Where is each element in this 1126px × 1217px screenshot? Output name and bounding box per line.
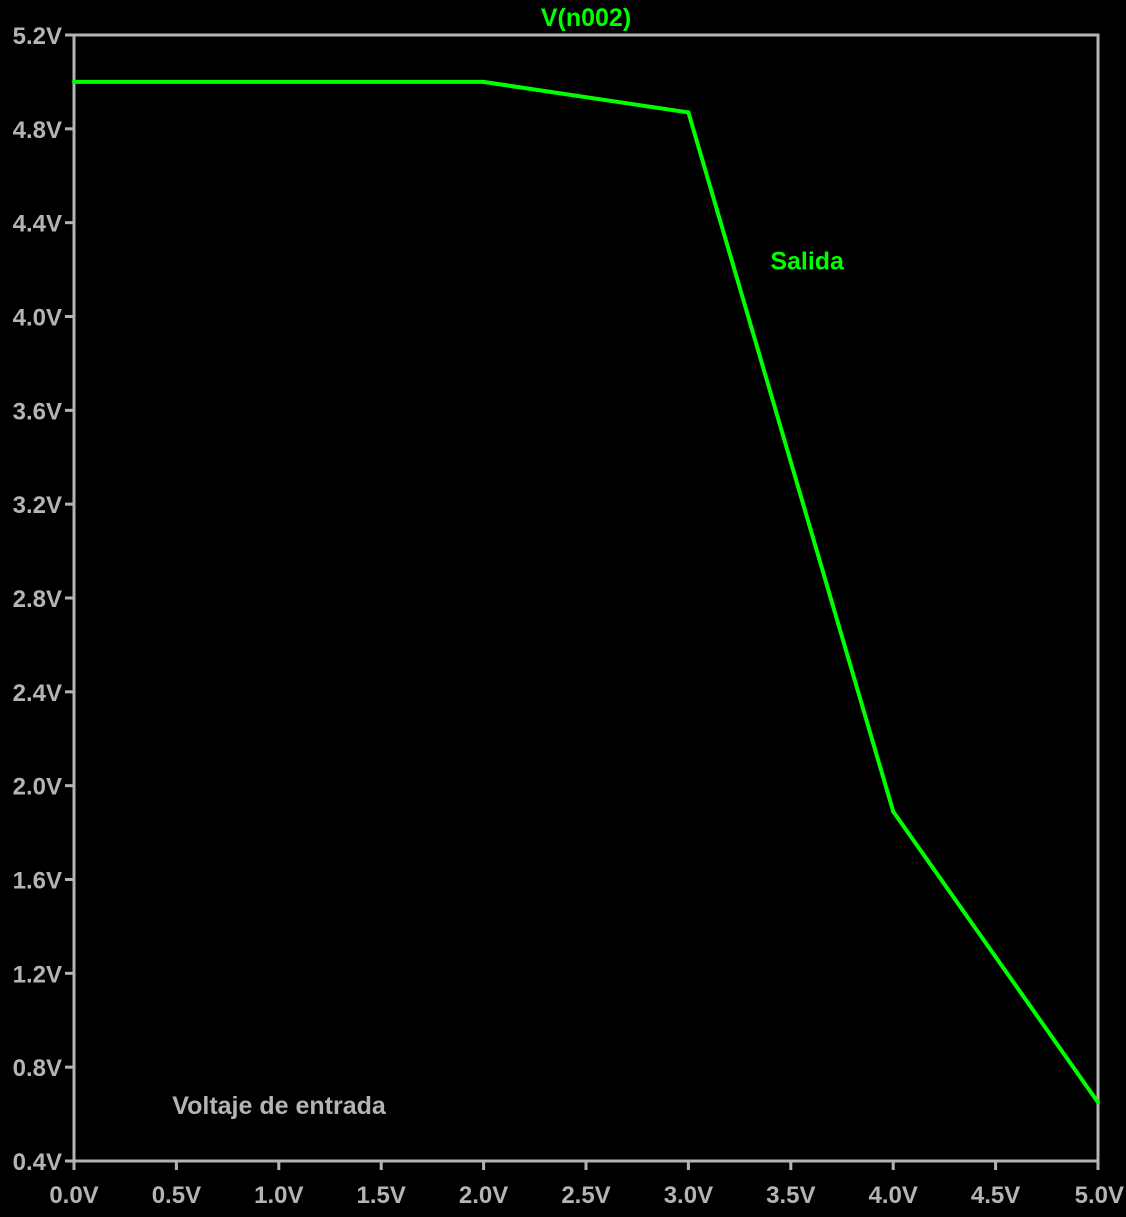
trace-label: Salida xyxy=(770,248,845,276)
traces xyxy=(72,79,1100,1105)
annotations: Salida Voltaje de entrada xyxy=(172,248,845,1121)
x-tick-label: 3.0V xyxy=(664,1182,713,1209)
x-tick-label: 2.0V xyxy=(459,1182,508,1209)
y-tick-label: 3.2V xyxy=(13,492,62,519)
x-tick-label: 1.0V xyxy=(254,1182,303,1209)
y-tick-label: 4.0V xyxy=(13,305,62,332)
y-tick-label: 4.4V xyxy=(13,211,62,238)
y-tick-label: 2.0V xyxy=(13,774,62,801)
x-tick-label: 4.0V xyxy=(869,1182,918,1209)
y-tick-label: 3.6V xyxy=(13,398,62,425)
data-point xyxy=(72,79,76,84)
plot-frame xyxy=(72,33,1100,1163)
y-tick-label: 1.2V xyxy=(13,961,62,988)
data-point xyxy=(891,809,896,814)
y-tick-label: 4.8V xyxy=(13,117,62,144)
x-tick-label: 2.5V xyxy=(561,1182,610,1209)
x-tick-label: 1.5V xyxy=(357,1182,406,1209)
series-line[interactable] xyxy=(74,79,1100,1104)
y-tick-label: 0.4V xyxy=(13,1149,62,1176)
x-tick-label: 4.5V xyxy=(971,1182,1020,1209)
axis-caption: Voltaje de entrada xyxy=(172,1092,387,1120)
chart-title[interactable]: V(n002) xyxy=(541,4,631,32)
y-tick-label: 2.8V xyxy=(13,586,62,613)
data-point xyxy=(686,110,691,115)
data-point xyxy=(1096,1100,1100,1105)
y-tick-label: 2.4V xyxy=(13,680,62,707)
y-tick-label: 0.8V xyxy=(13,1055,62,1082)
y-tick-label: 5.2V xyxy=(13,23,62,50)
x-tick-label: 5.0V xyxy=(1075,1182,1124,1209)
x-tick-label: 0.5V xyxy=(152,1182,201,1209)
data-point xyxy=(481,79,486,84)
y-tick-label: 1.6V xyxy=(13,868,62,895)
x-tick-label: 3.5V xyxy=(766,1182,815,1209)
axes: 0.4V 0.8V 1.2V 1.6V 2.0V 2.4V 2.8V 3.2V 3.6V 4.0V… xyxy=(13,23,1124,1209)
x-tick-label: 0.0V xyxy=(49,1182,98,1209)
